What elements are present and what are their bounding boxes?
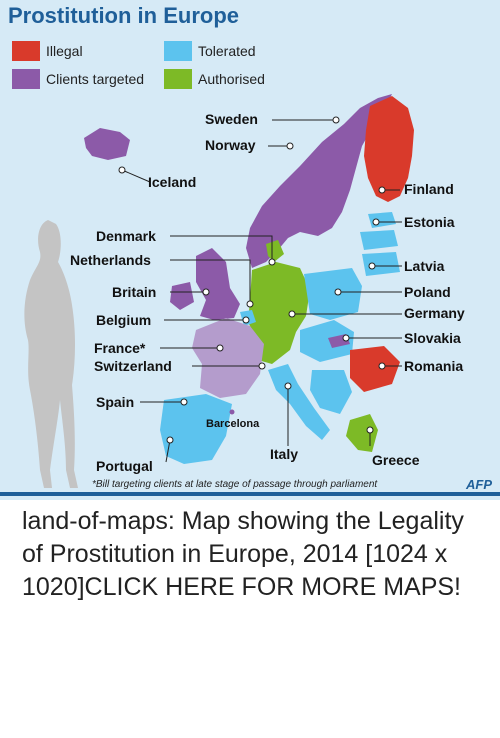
label-poland: Poland bbox=[404, 284, 451, 300]
label-romania: Romania bbox=[404, 358, 463, 374]
ireland-shape bbox=[170, 282, 194, 310]
label-barcelona: Barcelona bbox=[206, 418, 259, 430]
balkans-shape bbox=[310, 370, 352, 414]
label-switzerland: Switzerland bbox=[94, 358, 172, 374]
label-netherlands: Netherlands bbox=[70, 252, 151, 268]
bottom-rule bbox=[0, 492, 500, 496]
label-belgium: Belgium bbox=[96, 312, 151, 328]
label-britain: Britain bbox=[112, 284, 156, 300]
greece-shape bbox=[346, 414, 378, 452]
label-spain: Spain bbox=[96, 394, 134, 410]
baltic-shape bbox=[362, 252, 400, 276]
label-latvia: Latvia bbox=[404, 258, 444, 274]
label-iceland: Iceland bbox=[148, 174, 196, 190]
label-slovakia: Slovakia bbox=[404, 330, 461, 346]
label-france: France* bbox=[94, 340, 145, 356]
afp-logo: AFP bbox=[466, 477, 492, 492]
label-sweden: Sweden bbox=[205, 111, 258, 127]
caption-text: land-of-maps: Map showing the Legality o… bbox=[22, 505, 482, 604]
label-germany: Germany bbox=[404, 305, 465, 321]
label-estonia: Estonia bbox=[404, 214, 455, 230]
britain-shape bbox=[196, 248, 240, 320]
label-finland: Finland bbox=[404, 181, 454, 197]
label-italy: Italy bbox=[270, 446, 298, 462]
label-denmark: Denmark bbox=[96, 228, 156, 244]
leader-iceland bbox=[122, 170, 150, 182]
estonia-shape bbox=[368, 212, 396, 228]
label-portugal: Portugal bbox=[96, 458, 153, 474]
label-norway: Norway bbox=[205, 137, 256, 153]
latvia-shape bbox=[360, 230, 398, 250]
footnote: *Bill targeting clients at late stage of… bbox=[92, 479, 377, 490]
poland-shape bbox=[304, 268, 362, 320]
iceland-shape bbox=[84, 128, 130, 160]
romania-shape bbox=[350, 346, 400, 392]
label-greece: Greece bbox=[372, 452, 419, 468]
map-card: Prostitution in Europe Illegal Tolerated… bbox=[0, 0, 500, 500]
